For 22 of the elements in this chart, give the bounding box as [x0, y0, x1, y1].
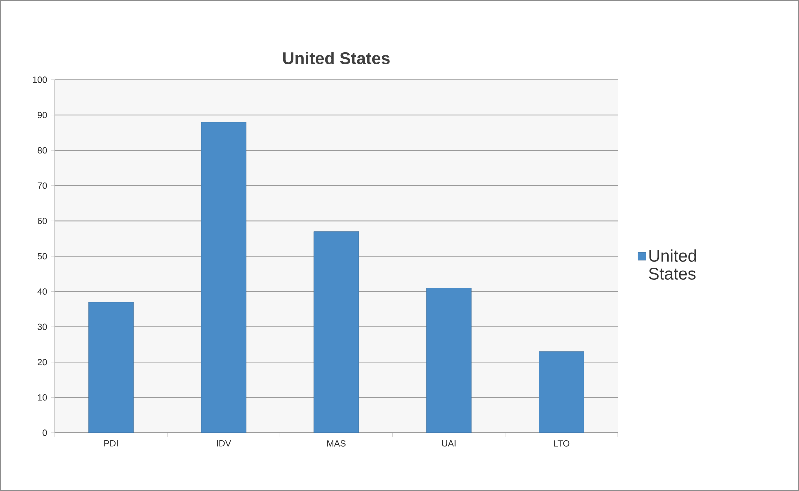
x-tick-label: IDV	[217, 440, 232, 447]
y-tick-label: 10	[38, 394, 48, 401]
x-tick-label: LTO	[554, 440, 570, 447]
bar	[426, 288, 472, 433]
y-tick-label: 100	[33, 76, 48, 84]
y-tick-label: 30	[38, 324, 48, 330]
y-tick-label: 70	[38, 182, 48, 190]
y-tick-label: 0	[42, 430, 48, 436]
x-tick-label: PDI	[104, 440, 118, 447]
bar	[539, 352, 584, 433]
y-tick-label: 20	[38, 359, 48, 366]
bar	[201, 122, 247, 433]
y-tick-label: 60	[38, 218, 48, 224]
chart-title: United States	[283, 52, 390, 64]
y-tick-label: 40	[38, 288, 48, 295]
legend-label: United States	[649, 250, 696, 280]
y-tick-label: 80	[38, 147, 48, 154]
x-tick-label: MAS	[328, 440, 346, 447]
y-tick-label: 90	[38, 112, 48, 118]
bar	[88, 302, 134, 433]
x-tick-label: UAI	[442, 440, 456, 447]
y-tick-label: 50	[38, 253, 48, 260]
